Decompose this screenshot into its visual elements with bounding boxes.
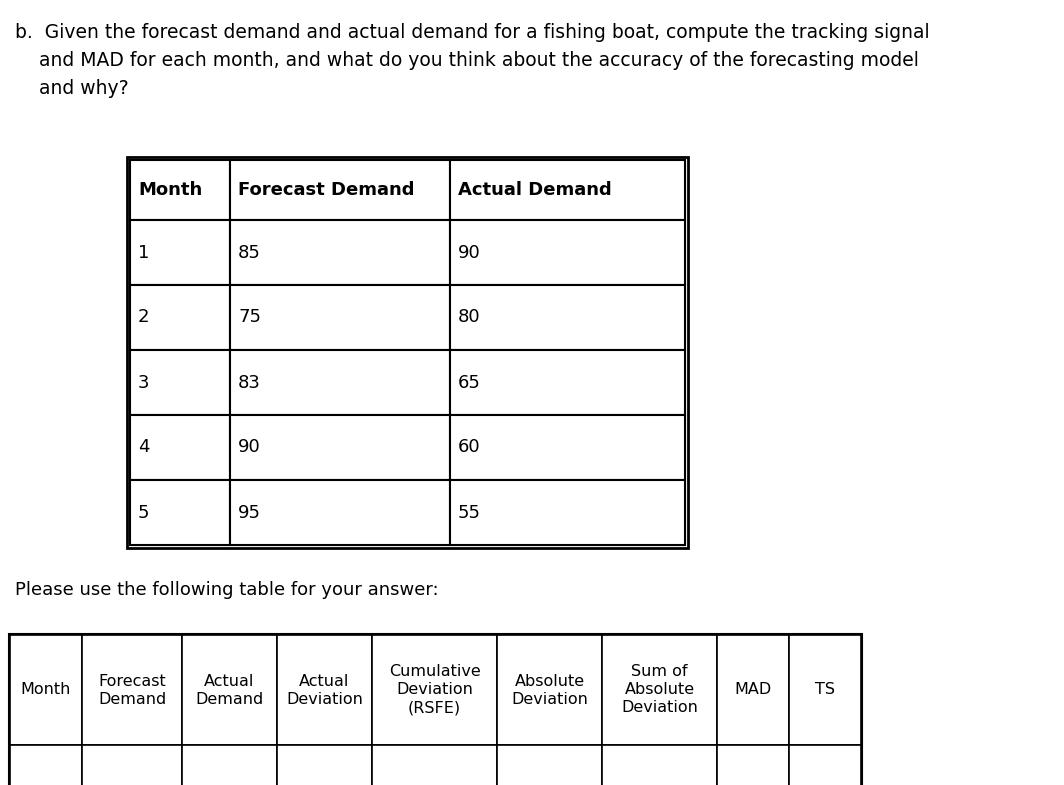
Bar xyxy=(182,635,277,745)
Text: Demand: Demand xyxy=(98,692,166,706)
Bar xyxy=(230,220,450,285)
Text: Please use the following table for your answer:: Please use the following table for your … xyxy=(15,581,438,599)
Bar xyxy=(497,635,602,745)
Bar xyxy=(10,745,82,785)
Bar xyxy=(130,160,685,545)
Bar xyxy=(230,160,450,220)
Text: and MAD for each month, and what do you think about the accuracy of the forecast: and MAD for each month, and what do you … xyxy=(15,52,919,71)
Text: Forecast: Forecast xyxy=(98,674,166,688)
Text: Month: Month xyxy=(138,181,202,199)
Text: and why?: and why? xyxy=(15,79,129,98)
Bar xyxy=(82,635,182,745)
Text: 4: 4 xyxy=(138,439,150,457)
Text: b.  Given the forecast demand and actual demand for a fishing boat, compute the : b. Given the forecast demand and actual … xyxy=(15,24,930,42)
Text: Forecast Demand: Forecast Demand xyxy=(238,181,415,199)
Bar xyxy=(230,350,450,415)
Bar xyxy=(230,480,450,545)
Text: Deviation: Deviation xyxy=(286,692,363,706)
Text: 1: 1 xyxy=(138,243,149,261)
Text: Absolute: Absolute xyxy=(514,674,584,688)
Bar xyxy=(130,160,230,220)
Text: 65: 65 xyxy=(458,374,481,392)
Bar xyxy=(277,635,372,745)
Bar xyxy=(602,635,717,745)
Bar xyxy=(450,285,685,350)
Text: MAD: MAD xyxy=(734,682,771,698)
Text: 85: 85 xyxy=(238,243,261,261)
Text: Month: Month xyxy=(21,682,71,698)
Text: Deviation: Deviation xyxy=(396,682,472,698)
Text: Actual Demand: Actual Demand xyxy=(458,181,612,199)
Bar xyxy=(130,285,230,350)
Text: 2: 2 xyxy=(138,309,150,327)
Text: 3: 3 xyxy=(138,374,150,392)
Bar xyxy=(602,745,717,785)
Text: 90: 90 xyxy=(458,243,481,261)
Bar xyxy=(450,415,685,480)
Bar xyxy=(789,745,861,785)
Text: Cumulative: Cumulative xyxy=(388,664,480,680)
Text: 95: 95 xyxy=(238,503,261,521)
Bar xyxy=(130,350,230,415)
Text: 55: 55 xyxy=(458,503,481,521)
Text: Sum of: Sum of xyxy=(631,664,687,680)
Text: (RSFE): (RSFE) xyxy=(408,700,461,715)
Text: 83: 83 xyxy=(238,374,261,392)
Bar xyxy=(717,635,789,745)
Text: 75: 75 xyxy=(238,309,261,327)
Bar xyxy=(450,480,685,545)
Text: 90: 90 xyxy=(238,439,261,457)
Text: Deviation: Deviation xyxy=(621,700,698,715)
Text: 60: 60 xyxy=(458,439,481,457)
Bar xyxy=(450,350,685,415)
Bar xyxy=(130,480,230,545)
Bar xyxy=(230,285,450,350)
Text: Actual: Actual xyxy=(204,674,254,688)
Bar xyxy=(450,220,685,285)
Text: Actual: Actual xyxy=(299,674,350,688)
Bar xyxy=(230,415,450,480)
Bar xyxy=(497,745,602,785)
Text: Absolute: Absolute xyxy=(625,682,695,698)
Bar xyxy=(277,745,372,785)
Text: TS: TS xyxy=(815,682,835,698)
Bar xyxy=(450,160,685,220)
Bar xyxy=(182,745,277,785)
Bar xyxy=(717,745,789,785)
Bar xyxy=(372,745,497,785)
Bar xyxy=(372,635,497,745)
Text: Demand: Demand xyxy=(196,692,264,706)
Bar xyxy=(82,745,182,785)
Bar xyxy=(789,635,861,745)
Text: 80: 80 xyxy=(458,309,481,327)
Text: Deviation: Deviation xyxy=(511,692,588,706)
Bar xyxy=(130,415,230,480)
Bar xyxy=(10,635,82,745)
Bar xyxy=(130,220,230,285)
Bar xyxy=(9,634,862,785)
Text: 5: 5 xyxy=(138,503,150,521)
Bar xyxy=(127,157,688,548)
